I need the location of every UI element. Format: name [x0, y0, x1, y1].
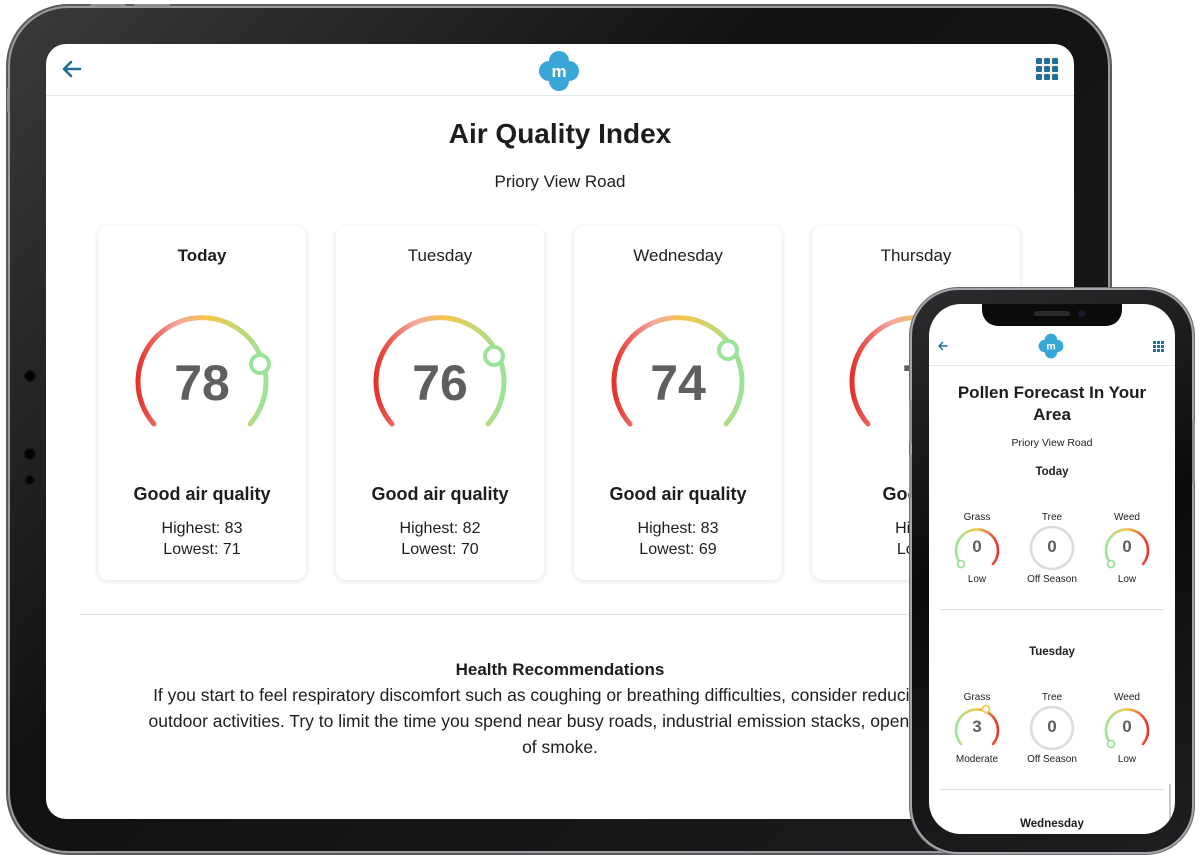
aqi-gauge [611, 315, 745, 427]
pollen-name: Grass [963, 692, 991, 703]
page-title: Air Quality Index [448, 118, 672, 149]
pollen-level: Off Season [1027, 574, 1077, 585]
day-heading: Wednesday [1020, 818, 1084, 830]
section-divider [939, 609, 1165, 610]
pollen-value: 0 [1047, 717, 1057, 736]
forecast-card-wednesday[interactable]: Wednesday 74 Good air quality Highest: 8… [574, 226, 782, 580]
card-day: Wednesday [633, 246, 723, 265]
tablet-sensor [25, 475, 35, 485]
scrollbar[interactable] [1169, 784, 1171, 826]
aqi-value: 78 [174, 355, 230, 411]
gauge-marker [249, 353, 271, 375]
phone-volume-button [909, 454, 912, 498]
aqi-value: 74 [650, 355, 706, 411]
phone-screen: m Pollen Forecast In Your Area Priory Vi… [929, 304, 1175, 834]
aqi-gauge [135, 315, 271, 427]
pollen-gauge [1104, 528, 1150, 569]
location-label: Priory View Road [1011, 437, 1093, 449]
speaker [1034, 311, 1070, 316]
phone-device: m Pollen Forecast In Your Area Priory Vi… [909, 290, 1195, 852]
arrow-left-icon[interactable] [937, 340, 949, 352]
quality-label: Good air quality [609, 484, 747, 504]
pollen-name: Tree [1041, 692, 1063, 703]
pollen-level: Moderate [955, 754, 999, 765]
highest-value: Highest: 83 [161, 520, 243, 537]
phone-volume-button [909, 400, 912, 444]
grid-icon[interactable] [1036, 58, 1058, 80]
location-label: Priory View Road [494, 172, 626, 191]
health-text: If you start to feel respiratory discomf… [64, 682, 1056, 760]
brand-logo[interactable]: m [538, 50, 580, 92]
health-line: If you start to feel respiratory discomf… [153, 685, 967, 705]
svg-text:m: m [551, 62, 566, 81]
tablet-top-button [90, 4, 126, 7]
aqi-gauge [373, 315, 507, 427]
pollen-gauge [1029, 705, 1075, 750]
card-day: Tuesday [407, 246, 473, 265]
pollen-name: Tree [1041, 512, 1063, 523]
pollen-name: Grass [963, 512, 991, 523]
forecast-card-today[interactable]: Today 78 Good air quality Highes [98, 226, 306, 580]
pollen-value: 0 [1122, 717, 1132, 736]
lowest-value: Lowest: 71 [163, 541, 241, 558]
tablet-screen: m Air Quality Index Priory View Road Tod… [46, 44, 1074, 819]
card-day: Today [177, 246, 227, 265]
pollen-value: 0 [1047, 537, 1057, 556]
pollen-name: Weed [1114, 692, 1140, 703]
gauge-marker [717, 339, 739, 361]
day-heading: Tuesday [1029, 646, 1075, 658]
section-divider [939, 789, 1165, 790]
tablet-camera [24, 370, 36, 382]
tablet-sensor [24, 448, 36, 460]
quality-label: Good air quality [371, 484, 509, 504]
tablet-side-button [7, 88, 10, 112]
day-heading: Today [1035, 466, 1069, 478]
app-header: m [46, 44, 1074, 96]
front-camera [1078, 310, 1085, 317]
pollen-name: Weed [1114, 512, 1140, 523]
pollen-value: 0 [1122, 537, 1132, 556]
card-day: Thursday [880, 246, 952, 265]
pollen-gauge [954, 704, 1000, 746]
lowest-value: Lowest: 69 [639, 541, 717, 558]
pollen-level: Off Season [1027, 754, 1077, 765]
grid-icon[interactable] [1153, 341, 1164, 352]
health-title: Health Recommendations [455, 660, 665, 679]
health-line: of smoke. [522, 737, 598, 757]
page-title: Pollen Forecast In Your Area [957, 383, 1147, 424]
gauge-marker [483, 345, 505, 367]
quality-label: Good air quality [133, 484, 271, 504]
highest-value: Highest: 83 [637, 520, 719, 537]
pollen-value: 3 [972, 717, 982, 736]
aqi-value: 76 [412, 355, 468, 411]
phone-power-button [1192, 420, 1195, 484]
pollen-gauge [1029, 525, 1075, 570]
pollen-gauge [954, 528, 1000, 569]
pollen-level: Low [967, 574, 987, 585]
svg-text:m: m [1046, 341, 1055, 353]
app-header: m [929, 326, 1175, 366]
section-divider [80, 614, 1040, 615]
pollen-level: Low [1117, 574, 1137, 585]
arrow-left-icon[interactable] [60, 57, 84, 81]
forecast-card-tuesday[interactable]: Tuesday 76 Good air quality Highest: 82 … [336, 226, 544, 580]
brand-logo[interactable]: m [1038, 333, 1064, 359]
lowest-value: Lowest: 70 [401, 541, 479, 558]
health-line: outdoor activities. Try to limit the tim… [148, 711, 972, 731]
pollen-gauge [1104, 708, 1150, 749]
highest-value: Highest: 82 [399, 520, 481, 537]
phone-notch [982, 304, 1122, 326]
pollen-level: Low [1117, 754, 1137, 765]
tablet-top-button [134, 4, 170, 7]
pollen-value: 0 [972, 537, 982, 556]
